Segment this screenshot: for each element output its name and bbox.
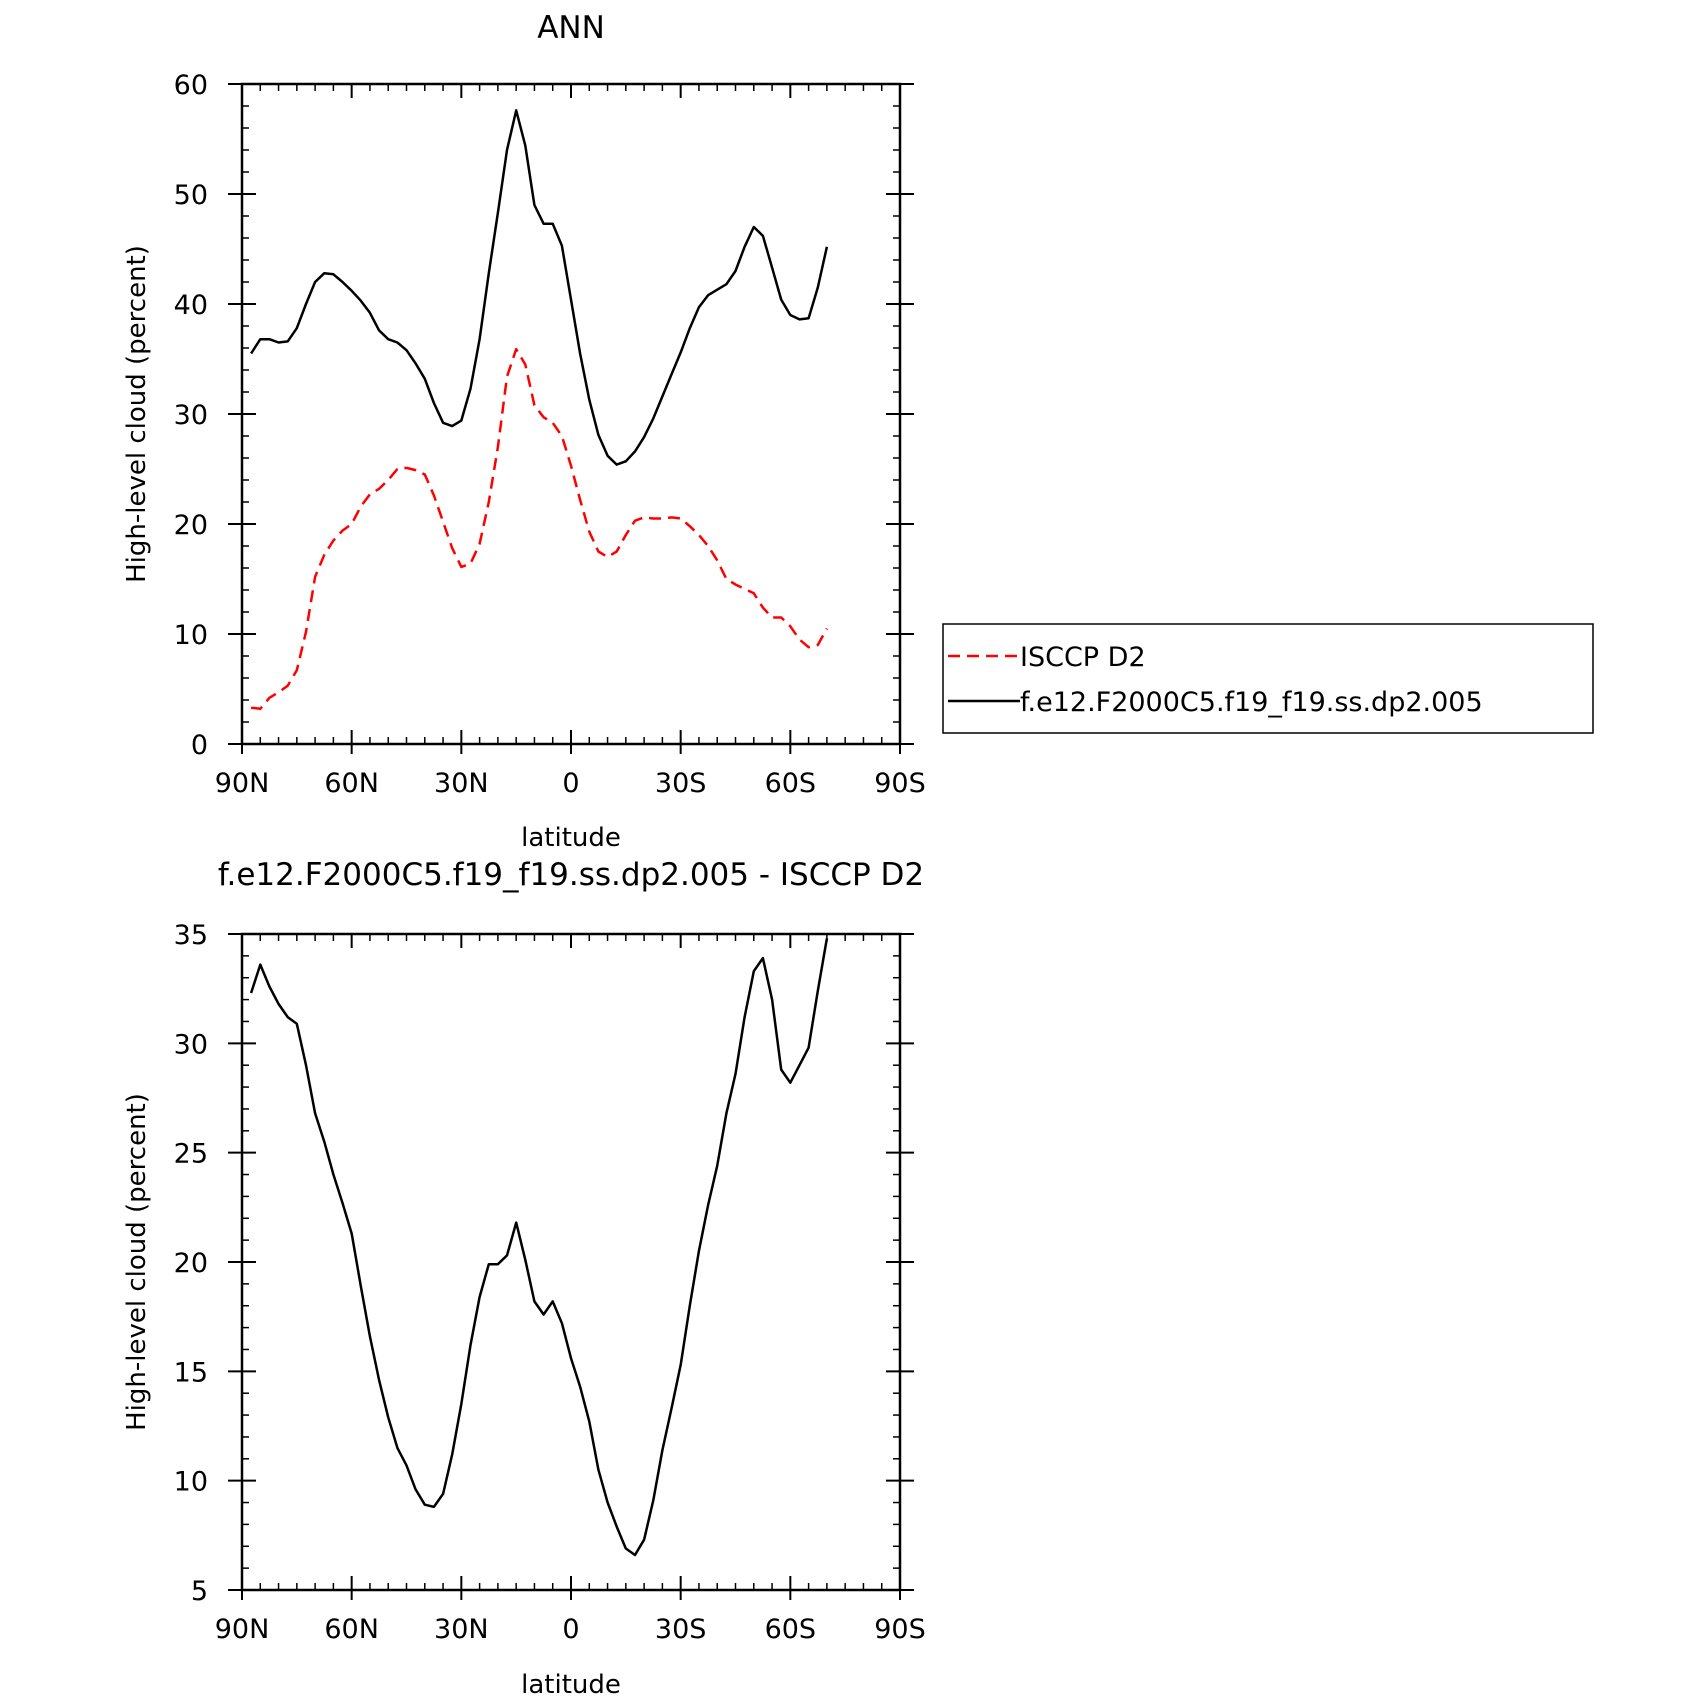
top-series-line-0 [250,347,828,711]
legend-box [942,623,1594,734]
top-x-tick-label: 60S [765,768,817,799]
bottom-x-tick-label: 30N [434,1614,489,1645]
bottom-x-tick-label: 90N [215,1614,270,1645]
top-y-axis-label: High-level cloud (percent) [122,245,152,583]
top-chart-title: ANN [537,10,605,46]
legend: ISCCP D2 f.e12.F2000C5.f19_f19.ss.dp2.00… [942,623,1594,734]
bottom-y-tick-label: 10 [174,1467,208,1498]
top-series-line-1 [250,109,829,466]
bottom-y-tick-label: 15 [174,1357,208,1388]
top-y-tick-label: 20 [174,510,208,541]
bottom-y-tick-label: 35 [174,920,208,951]
bottom-x-tick-label: 60N [324,1614,379,1645]
top-x-tick-label: 90N [215,768,270,799]
bottom-x-axis-label: latitude [521,1670,621,1700]
top-ticks: 90N 60N 30N 0 30S 60S 90S 0 10 20 30 40 50 60 [174,70,926,799]
bottom-series-line-0 [249,938,829,1557]
bottom-x-tick-label: 30S [655,1614,707,1645]
top-y-tick-label: 30 [174,400,208,431]
top-y-tick-label: 40 [174,290,208,321]
bottom-x-tick-label: 60S [765,1614,817,1645]
top-x-tick-label: 30N [434,768,489,799]
bottom-y-tick-label: 5 [191,1576,208,1607]
top-x-axis-label: latitude [521,823,621,853]
top-y-tick-label: 50 [174,180,208,211]
bottom-series-layer [249,938,829,1557]
legend-label-model: f.e12.F2000C5.f19_f19.ss.dp2.005 [1020,687,1483,718]
bottom-x-tick-label: 90S [874,1614,926,1645]
top-y-tick-label: 10 [174,620,208,651]
bottom-chart-title: f.e12.F2000C5.f19_f19.ss.dp2.005 - ISCCP… [218,857,924,893]
bottom-y-tick-label: 20 [174,1248,208,1279]
bottom-y-tick-label: 25 [174,1139,208,1170]
bottom-panel: f.e12.F2000C5.f19_f19.ss.dp2.005 - ISCCP… [122,857,926,1700]
top-x-tick-label: 30S [655,768,707,799]
top-y-tick-label: 60 [174,70,208,101]
top-x-tick-label: 60N [324,768,379,799]
bottom-y-tick-label: 30 [174,1029,208,1060]
top-x-tick-label: 0 [562,768,579,799]
top-x-tick-label: 90S [874,768,926,799]
bottom-x-tick-label: 0 [562,1614,579,1645]
bottom-ticks: 90N 60N 30N 0 30S 60S 90S 5 10 15 20 25 30 35 [174,920,926,1645]
bottom-y-axis-label: High-level cloud (percent) [122,1093,152,1431]
top-y-tick-label: 0 [191,730,208,761]
top-series-layer [250,109,829,711]
top-panel: ANN 90N 60N 30N 0 30S 60S 90S 0 10 20 30 40 50 60 Hig… [122,10,926,853]
legend-label-isccp: ISCCP D2 [1020,642,1146,673]
